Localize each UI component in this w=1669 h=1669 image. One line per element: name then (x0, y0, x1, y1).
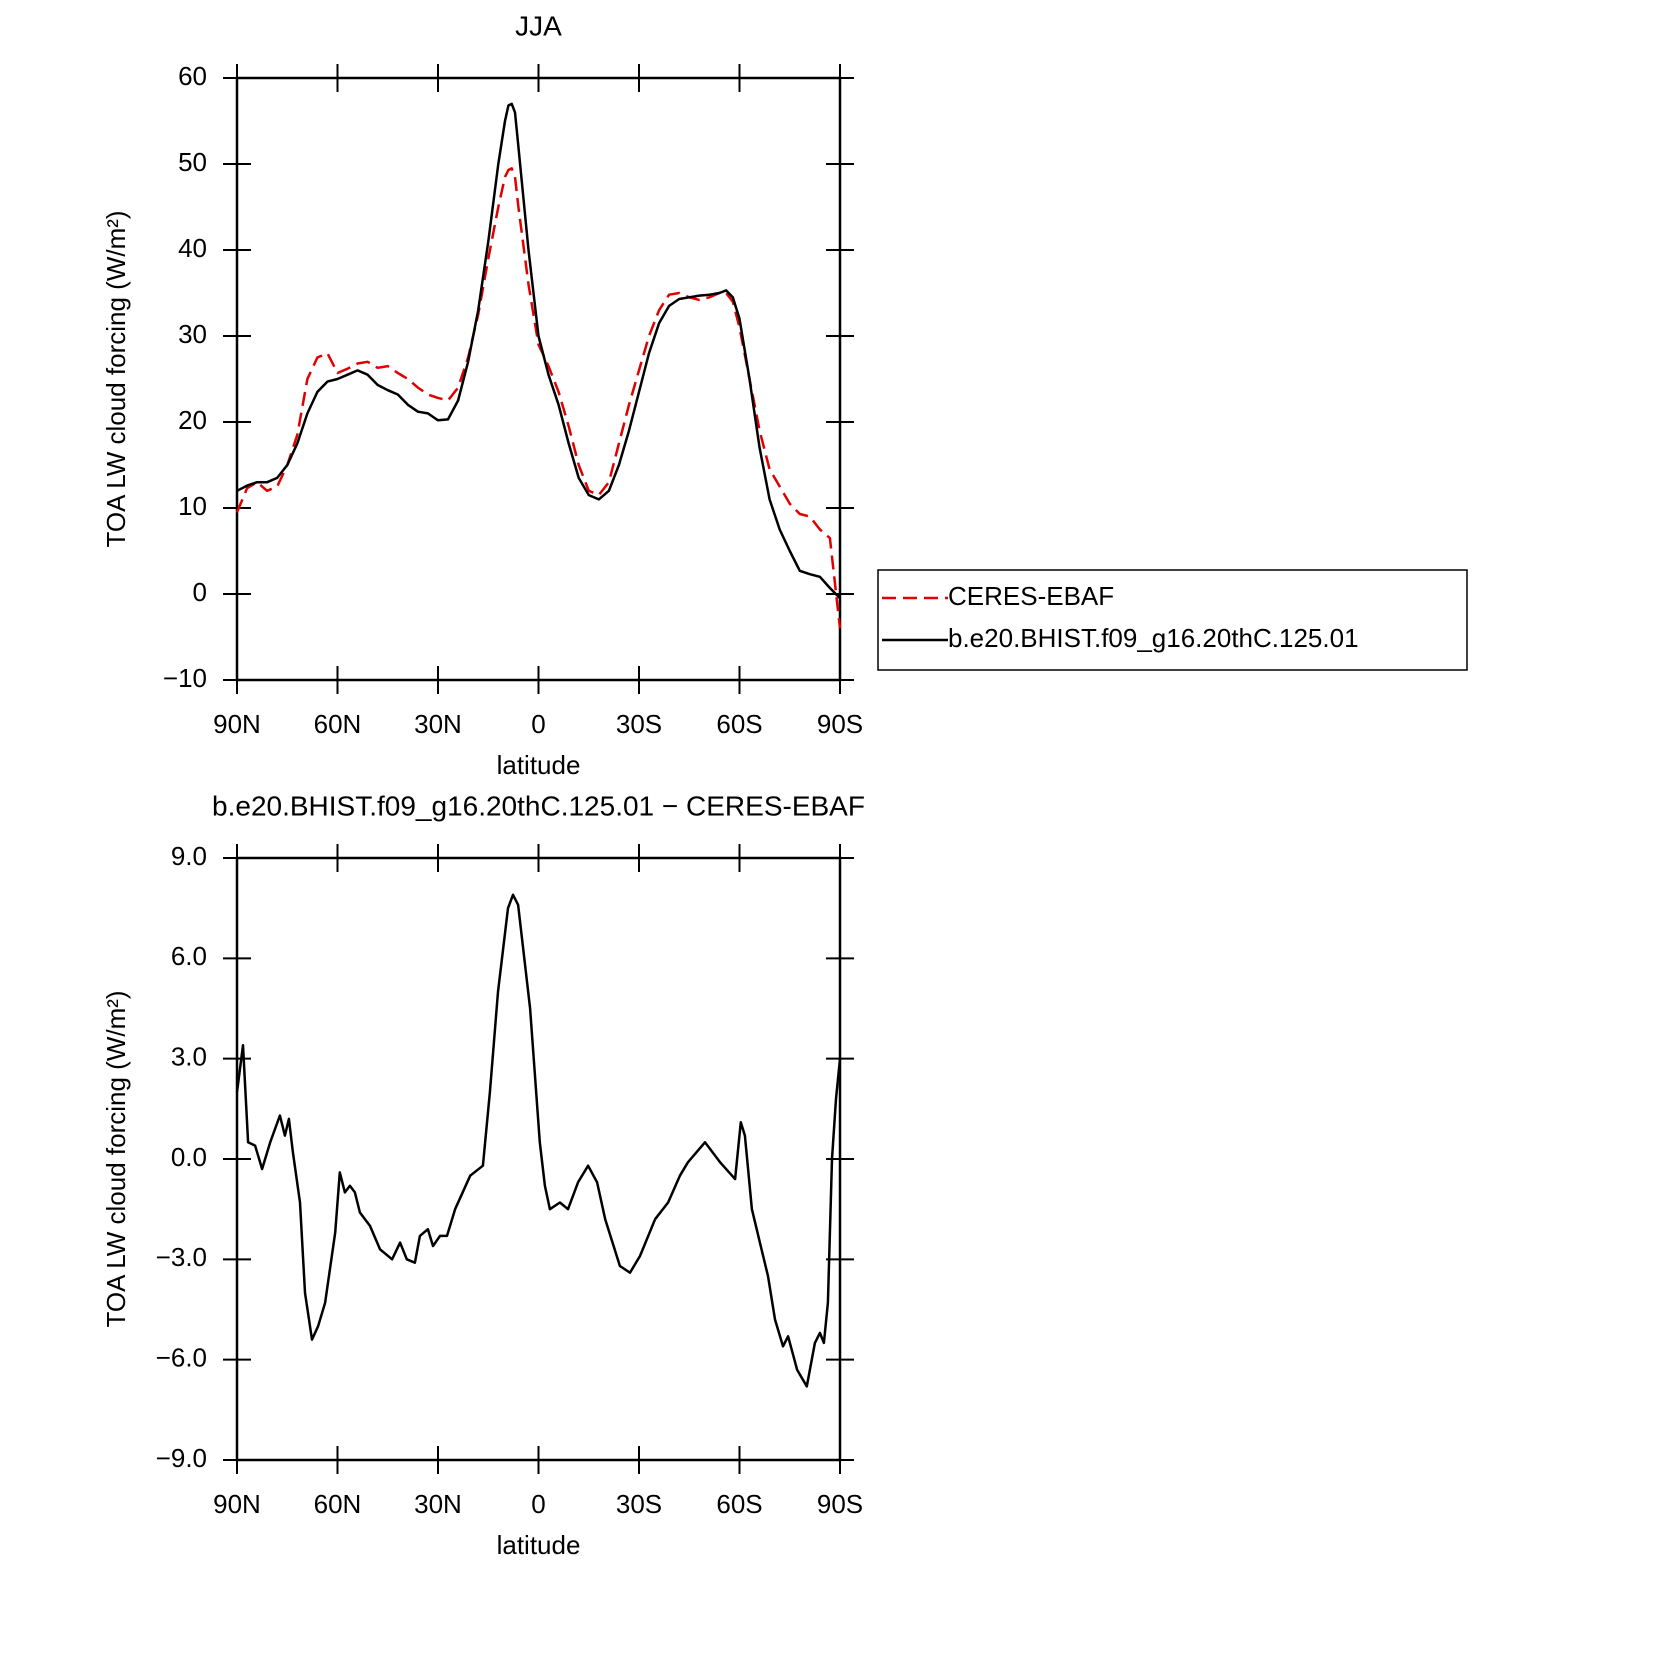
chart-title: b.e20.BHIST.f09_g16.20thC.125.01 − CERES… (212, 790, 865, 821)
y-tick-label: −10 (163, 663, 207, 693)
x-tick-label: 30N (414, 1489, 462, 1519)
y-tick-label: 3.0 (171, 1042, 207, 1072)
y-tick-label: 10 (178, 491, 207, 521)
y-axis-label: TOA LW cloud forcing (W/m²) (101, 990, 131, 1327)
y-tick-label: 30 (178, 319, 207, 349)
y-tick-label: 20 (178, 405, 207, 435)
y-tick-label: 0 (193, 577, 207, 607)
x-axis-label: latitude (497, 1530, 581, 1560)
legend-label: b.e20.BHIST.f09_g16.20thC.125.01 (948, 623, 1359, 653)
x-tick-label: 90S (817, 1489, 863, 1519)
x-tick-label: 60S (716, 709, 762, 739)
plot-frame (235, 76, 842, 682)
x-tick-label: 0 (531, 1489, 545, 1519)
y-tick-label: 6.0 (171, 941, 207, 971)
y-tick-label: −9.0 (156, 1443, 207, 1473)
x-tick-label: 60N (314, 1489, 362, 1519)
x-tick-label: 90S (817, 709, 863, 739)
data-line (235, 167, 842, 629)
x-tick-label: 30N (414, 709, 462, 739)
x-tick-label: 0 (531, 709, 545, 739)
y-tick-label: 0.0 (171, 1142, 207, 1172)
legend: CERES-EBAF b.e20.BHIST.f09_g16.20thC.125.… (877, 569, 1468, 671)
chart-title: JJA (515, 10, 562, 41)
y-tick-label: −3.0 (156, 1242, 207, 1272)
x-tick-label: 60N (314, 709, 362, 739)
x-axis-label: latitude (497, 750, 581, 780)
y-tick-label: 50 (178, 147, 207, 177)
data-line (235, 893, 842, 1388)
y-tick-label: 60 (178, 61, 207, 91)
y-tick-label: 9.0 (171, 841, 207, 871)
x-tick-label: 90N (213, 709, 261, 739)
y-axis-label: TOA LW cloud forcing (W/m²) (101, 210, 131, 547)
x-tick-label: 90N (213, 1489, 261, 1519)
legend-box (877, 569, 1468, 671)
x-tick-label: 30S (616, 709, 662, 739)
x-tick-label: 30S (616, 1489, 662, 1519)
legend-label: CERES-EBAF (948, 581, 1114, 611)
x-tick-label: 60S (716, 1489, 762, 1519)
data-line (236, 102, 841, 600)
y-tick-label: −6.0 (156, 1343, 207, 1373)
plot-frame (235, 856, 842, 1462)
y-tick-label: 40 (178, 233, 207, 263)
